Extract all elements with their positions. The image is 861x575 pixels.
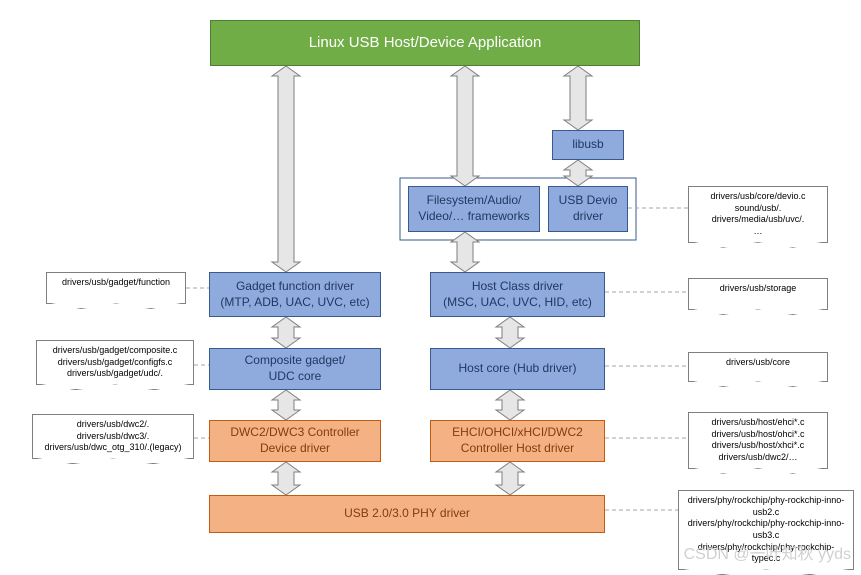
node-devio: USB Deviodriver <box>548 186 628 232</box>
node-host_class: Host Class driver(MSC, UAC, UVC, HID, et… <box>430 272 605 317</box>
node-gadget_fn: Gadget function driver(MTP, ADB, UAC, UV… <box>209 272 381 317</box>
note-n_frameworks: drivers/usb/core/devio.csound/usb/.drive… <box>688 186 828 243</box>
node-dwc_host: EHCI/OHCI/xHCI/DWC2Controller Host drive… <box>430 420 605 462</box>
note-n_dwchost: drivers/usb/host/ehci*.cdrivers/usb/host… <box>688 412 828 469</box>
node-frameworks: Filesystem/Audio/Video/… frameworks <box>408 186 540 232</box>
node-phy: USB 2.0/3.0 PHY driver <box>209 495 605 533</box>
node-libusb: libusb <box>552 130 624 160</box>
node-composite: Composite gadget/UDC core <box>209 348 381 390</box>
note-n_dwcdev: drivers/usb/dwc2/.drivers/usb/dwc3/.driv… <box>32 414 194 459</box>
node-dwc_dev: DWC2/DWC3 ControllerDevice driver <box>209 420 381 462</box>
note-n_composite: drivers/usb/gadget/composite.cdrivers/us… <box>36 340 194 385</box>
note-n_hostclass: drivers/usb/storage <box>688 278 828 310</box>
watermark-text: CSDN @一叶知秋 yyds <box>684 540 851 564</box>
node-hostcore: Host core (Hub driver) <box>430 348 605 390</box>
note-n_hostcore: drivers/usb/core <box>688 352 828 382</box>
node-app: Linux USB Host/Device Application <box>210 20 640 66</box>
note-n_gadget_fn: drivers/usb/gadget/function <box>46 272 186 304</box>
